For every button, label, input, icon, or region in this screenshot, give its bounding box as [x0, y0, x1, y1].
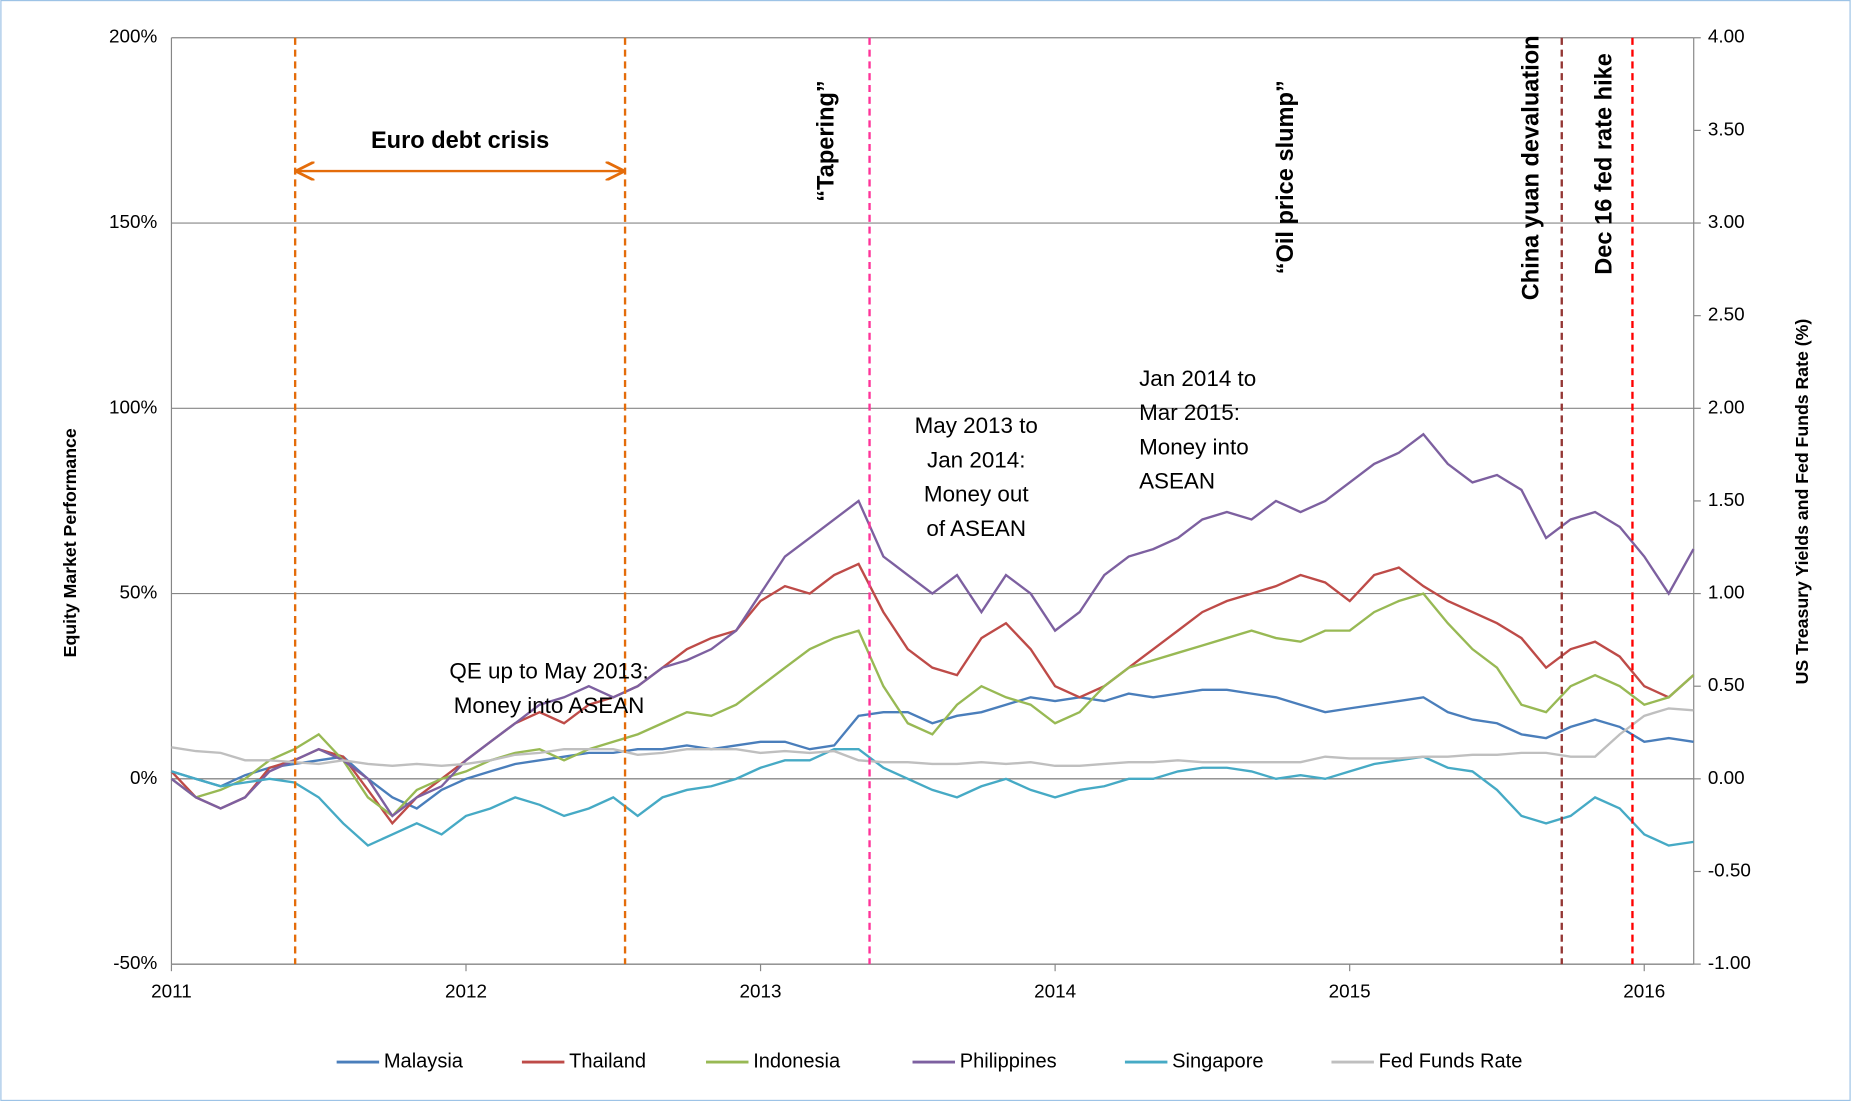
y2-tick-label: 0.00 — [1708, 768, 1745, 789]
y2-tick-label: 4.00 — [1708, 27, 1745, 48]
series-line — [171, 707, 1694, 768]
y2-tick-label: -0.50 — [1708, 860, 1751, 881]
x-tick-label: 2012 — [445, 981, 487, 1002]
annotation-text: Jan 2014: — [927, 447, 1025, 472]
annotation-text: Jan 2014 to — [1139, 366, 1256, 391]
event-label: Euro debt crisis — [371, 128, 549, 154]
legend-label: Philippines — [960, 1050, 1057, 1072]
y2-tick-label: -1.00 — [1708, 953, 1751, 974]
legend-label: Indonesia — [753, 1050, 841, 1072]
y-tick-label: 50% — [119, 583, 157, 604]
annotation-text: Money into ASEAN — [454, 693, 645, 718]
series-line — [170, 562, 1695, 826]
y-tick-label: 200% — [109, 27, 157, 48]
y-tick-label: 0% — [130, 768, 157, 789]
y2-tick-label: 3.50 — [1708, 119, 1745, 140]
annotation-text: ASEAN — [1139, 469, 1215, 494]
x-tick-label: 2011 — [151, 981, 192, 1002]
x-tick-label: 2015 — [1329, 981, 1371, 1002]
y-tick-label: 100% — [109, 397, 157, 418]
annotation-text: Money out — [924, 482, 1029, 507]
annotation-text: May 2013 to — [915, 413, 1038, 438]
y2-tick-label: 0.50 — [1708, 675, 1745, 696]
y2-tick-label: 2.00 — [1708, 397, 1745, 418]
y2-axis-title: US Treasury Yields and Fed Funds Rate (%… — [1792, 319, 1812, 685]
y-tick-label: -50% — [113, 953, 157, 974]
annotation-text: Money into — [1139, 434, 1249, 459]
event-label: China yuan devaluation — [1518, 35, 1544, 300]
legend-label: Fed Funds Rate — [1379, 1050, 1523, 1072]
y2-tick-label: 3.00 — [1708, 212, 1745, 233]
y2-tick-label: 2.50 — [1708, 305, 1745, 326]
series-line — [170, 592, 1695, 818]
x-tick-label: 2014 — [1034, 981, 1076, 1002]
event-label: Dec 16 fed rate hike — [1592, 53, 1618, 275]
series-line — [171, 688, 1694, 810]
series-line — [170, 432, 1695, 818]
x-tick-label: 2013 — [740, 981, 782, 1002]
annotation-text: QE up to May 2013: — [449, 659, 648, 684]
y-axis-title: Equity Market Performance — [60, 428, 80, 657]
annotation-text: of ASEAN — [926, 516, 1026, 541]
legend-label: Malaysia — [384, 1050, 464, 1072]
annotation-text: Mar 2015: — [1139, 400, 1240, 425]
series-line — [171, 748, 1694, 847]
y-tick-label: 150% — [109, 212, 157, 233]
event-label: “Oil price slump” — [1273, 80, 1299, 274]
y2-tick-label: 1.00 — [1708, 583, 1745, 604]
event-label: “Tapering” — [813, 80, 839, 201]
y2-tick-label: 1.50 — [1708, 490, 1745, 511]
legend-label: Thailand — [569, 1050, 646, 1072]
x-tick-label: 2016 — [1623, 981, 1665, 1002]
legend-label: Singapore — [1172, 1050, 1263, 1072]
